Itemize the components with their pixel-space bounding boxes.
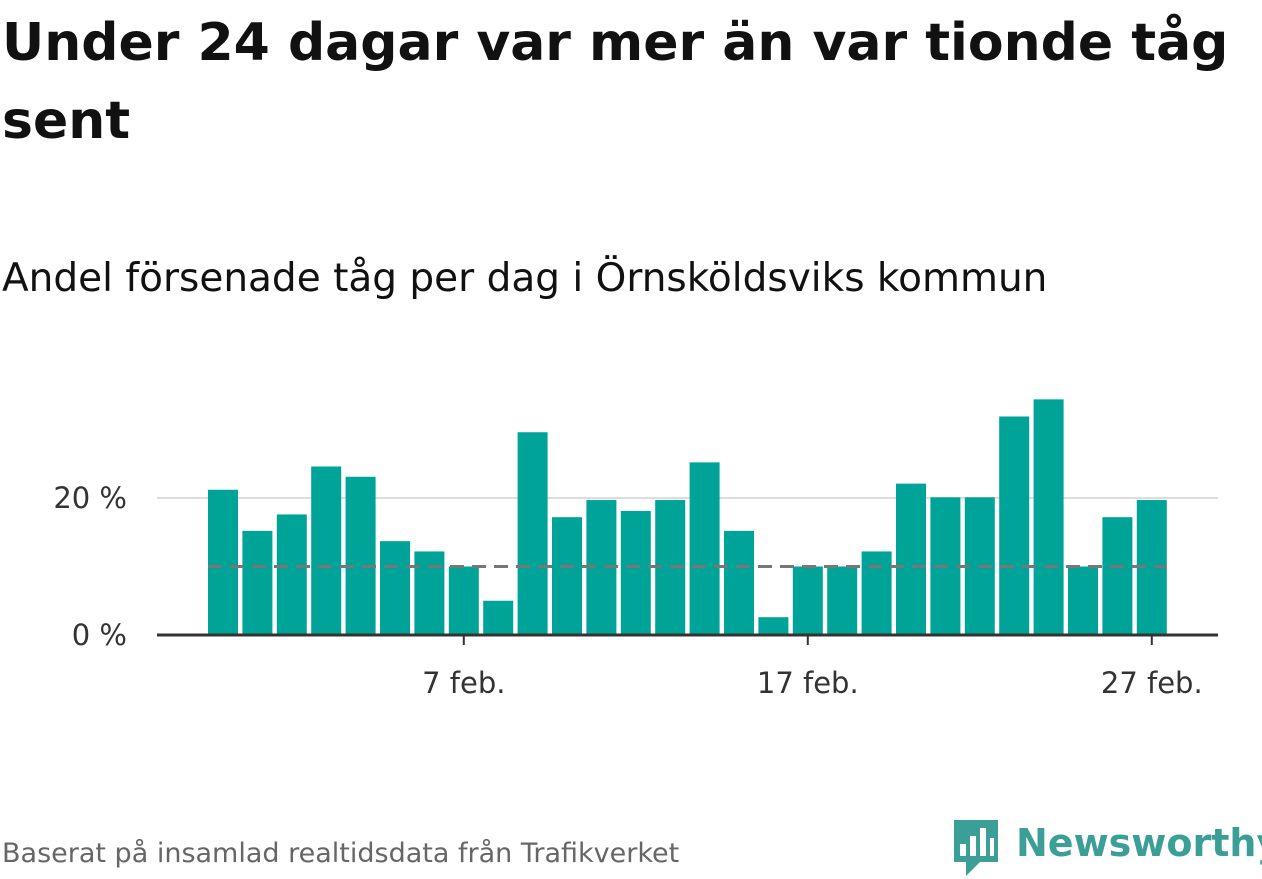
chart-subtitle: Andel försenade tåg per dag i Örnsköldsv…	[2, 256, 1048, 301]
x-tick-label: 7 feb.	[422, 666, 505, 700]
bar	[827, 566, 858, 635]
bar	[792, 566, 823, 635]
bar-chart: 0 % 20 % 7 feb. 17 feb. 27 feb.	[53, 399, 1218, 700]
bar	[517, 432, 548, 635]
bar	[1102, 517, 1133, 635]
bar	[483, 600, 514, 635]
bar	[311, 466, 342, 635]
bar	[1068, 566, 1098, 635]
bar	[448, 566, 479, 635]
y-tick-label: 20 %	[53, 481, 127, 515]
bar	[552, 517, 582, 635]
y-tick-label: 0 %	[72, 618, 127, 652]
bars	[208, 399, 1167, 635]
bar	[276, 514, 307, 635]
bar	[1033, 399, 1064, 635]
newsworthy-logo: Newsworthy	[950, 816, 1262, 876]
bar	[689, 462, 720, 635]
bar	[380, 541, 410, 635]
chart-bubble-icon	[954, 820, 998, 876]
bar	[345, 476, 376, 635]
bar	[414, 551, 445, 635]
bar	[896, 483, 926, 635]
bar	[242, 530, 273, 635]
x-tick-label: 17 feb.	[757, 666, 859, 700]
axes: 0 % 20 % 7 feb. 17 feb. 27 feb.	[53, 481, 1218, 700]
bar	[861, 551, 892, 635]
bar	[724, 530, 754, 635]
x-tick-label: 27 feb.	[1101, 666, 1203, 700]
bar	[620, 511, 651, 635]
source-note: Baserat på insamlad realtidsdata från Tr…	[2, 838, 680, 869]
bar	[758, 617, 789, 635]
bar	[208, 489, 238, 635]
chart-title: Under 24 dagar var mer än var tionde tåg…	[2, 13, 1229, 151]
brand-name: Newsworthy	[1016, 821, 1262, 865]
bar	[999, 416, 1030, 635]
